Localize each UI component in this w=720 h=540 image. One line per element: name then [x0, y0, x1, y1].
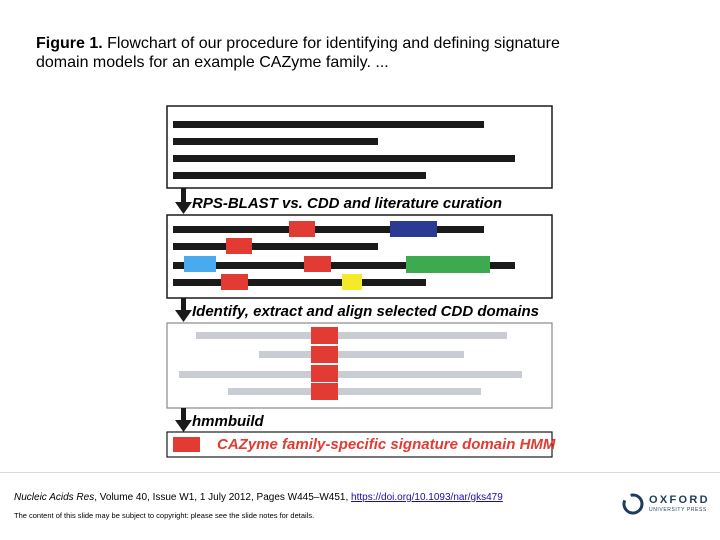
doi-link[interactable]: https://doi.org/10.1093/nar/gks479	[351, 492, 503, 503]
logo-subtitle: UNIVERSITY PRESS	[649, 507, 707, 513]
final-hmm-label: CAZyme family-specific signature domain …	[217, 436, 556, 453]
flow-arrow-head	[175, 202, 192, 214]
oxford-emblem-icon	[622, 493, 644, 515]
stage-label-hmmbuild: hmmbuild	[192, 413, 264, 430]
stage-label-rps-blast: RPS-BLAST vs. CDD and literature curatio…	[192, 195, 503, 212]
footer-divider	[0, 472, 720, 473]
flowchart-diagram	[166, 105, 553, 458]
figure-label: Figure 1.	[36, 35, 103, 52]
sequence-line	[173, 262, 515, 269]
oxford-logo: OXFORD UNIVERSITY PRESS	[622, 493, 710, 515]
hmm-box	[166, 431, 553, 458]
hmm-domain-red	[173, 437, 200, 452]
sequence-line	[173, 121, 484, 128]
domain-red	[289, 221, 315, 237]
sequence-line	[173, 172, 426, 179]
copyright-notice: The content of this slide may be subject…	[14, 511, 315, 520]
sequence-line	[173, 138, 378, 145]
aligned-domain-red	[311, 365, 338, 382]
sequence-line	[173, 279, 426, 286]
logo-wordmark: OXFORD	[649, 494, 710, 506]
figure-caption-text: Flowchart of our procedure for identifyi…	[36, 35, 560, 71]
aligned-domain-red	[311, 383, 338, 400]
domain-red	[226, 238, 252, 254]
domain-yellow	[342, 274, 362, 290]
aligned-sequence-line	[259, 351, 464, 358]
flow-arrow-shaft	[181, 188, 186, 206]
flow-arrow-head	[175, 420, 192, 432]
domain-red	[221, 274, 248, 290]
domain-green	[406, 256, 490, 273]
domain-red	[304, 256, 331, 272]
domain-lightblue	[184, 256, 216, 272]
sequence-line	[173, 243, 378, 250]
domain-blue	[390, 221, 437, 237]
flow-arrow-shaft	[181, 408, 186, 424]
aligned-sequence-line	[179, 371, 522, 378]
sequence-line	[173, 226, 484, 233]
stage-label-identify-extract: Identify, extract and align selected CDD…	[192, 303, 540, 320]
journal-name: Nucleic Acids Res	[14, 492, 95, 503]
aligned-sequence-line	[196, 332, 507, 339]
aligned-sequence-line	[228, 388, 481, 395]
citation-text: , Volume 40, Issue W1, 1 July 2012, Page…	[94, 492, 352, 503]
aligned-domain-red	[311, 327, 338, 344]
flow-arrow-shaft	[181, 298, 186, 314]
flow-arrow-head	[175, 310, 192, 322]
aligned-domain-red	[311, 346, 338, 363]
sequence-line	[173, 155, 515, 162]
citation: Nucleic Acids Res, Volume 40, Issue W1, …	[14, 492, 503, 503]
figure-caption: Figure 1. Flowchart of our procedure for…	[36, 34, 596, 72]
